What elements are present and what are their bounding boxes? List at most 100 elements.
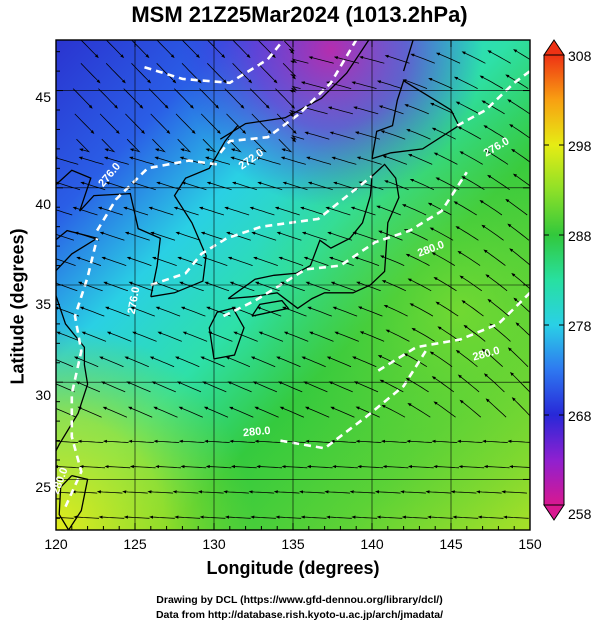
streamline xyxy=(401,204,427,216)
streamline xyxy=(150,113,171,135)
streamline xyxy=(77,406,102,418)
streamline xyxy=(429,227,454,241)
streamline xyxy=(513,49,530,61)
streamline xyxy=(80,63,101,84)
streamline xyxy=(303,381,328,393)
streamline xyxy=(79,306,105,317)
streamline xyxy=(385,329,410,342)
streamline xyxy=(409,303,434,317)
streamline xyxy=(436,29,458,39)
streamline xyxy=(226,231,251,241)
streamline xyxy=(132,331,157,342)
x-tick-label: 140 xyxy=(360,536,384,552)
footer-credit-data: Data from http://database.rish.kyoto-u.a… xyxy=(155,609,444,621)
streamline xyxy=(131,40,150,59)
streamline xyxy=(103,156,129,165)
streamline xyxy=(356,156,382,165)
streamline xyxy=(431,376,455,393)
streamline xyxy=(231,181,258,191)
streamline xyxy=(251,113,272,135)
streamline xyxy=(433,401,456,418)
streamline xyxy=(182,331,208,342)
streamline xyxy=(98,515,125,519)
streamline xyxy=(130,306,155,317)
streamline xyxy=(232,40,251,59)
streamline xyxy=(359,32,382,38)
streamline xyxy=(281,465,308,469)
streamline xyxy=(307,306,332,317)
streamline xyxy=(105,306,130,317)
y-tick-label: 45 xyxy=(35,89,51,105)
streamline xyxy=(257,181,283,191)
contour-276 xyxy=(150,175,373,287)
streamline xyxy=(329,131,355,140)
streamline xyxy=(334,331,359,342)
streamline xyxy=(227,256,253,266)
footer-credit-drawing: Drawing by DCL (https://www.gfd-dennou.o… xyxy=(156,594,443,606)
streamline xyxy=(511,397,530,417)
streamline xyxy=(252,381,278,393)
streamline xyxy=(256,306,282,317)
streamline xyxy=(329,256,354,266)
streamline xyxy=(301,231,327,241)
x-tick-label: 135 xyxy=(281,536,305,552)
streamline xyxy=(381,280,407,292)
streamline xyxy=(127,406,153,418)
streamline xyxy=(332,306,358,317)
streamline xyxy=(72,206,98,216)
streamline xyxy=(56,281,78,292)
streamline xyxy=(282,181,308,191)
y-axis-label: Latitude (degrees) xyxy=(7,228,28,385)
axis-ticks xyxy=(55,40,531,530)
streamline xyxy=(179,281,204,292)
x-tick-label: 125 xyxy=(123,536,147,552)
streamline xyxy=(230,156,256,165)
streamline xyxy=(381,404,406,418)
streamline xyxy=(278,138,293,153)
streamline xyxy=(406,439,433,443)
streamline xyxy=(487,26,509,38)
streamline xyxy=(515,322,530,337)
coastline xyxy=(402,40,414,72)
streamline xyxy=(376,515,403,519)
streamline xyxy=(181,40,200,59)
streamline xyxy=(304,406,330,418)
streamline xyxy=(173,88,194,109)
streamline xyxy=(408,465,434,469)
streamline xyxy=(485,274,508,292)
streamline xyxy=(507,347,529,367)
streamline xyxy=(123,206,149,216)
streamline xyxy=(282,63,297,80)
streamline xyxy=(56,233,75,241)
streamline xyxy=(290,58,309,64)
streamline xyxy=(202,138,217,153)
streamline xyxy=(151,381,176,393)
streamline xyxy=(124,356,149,368)
x-tick-label: 150 xyxy=(518,536,542,552)
streamline xyxy=(308,56,334,64)
streamline xyxy=(250,515,276,519)
streamline xyxy=(378,105,404,115)
streamline xyxy=(513,297,530,313)
streamline xyxy=(379,255,405,266)
streamline xyxy=(103,281,129,292)
coastline xyxy=(56,169,162,297)
y-tick-labels: 25 30 35 40 45 xyxy=(35,89,51,495)
streamline xyxy=(487,174,510,191)
streamline xyxy=(290,135,305,143)
streamline xyxy=(378,230,403,241)
streamline xyxy=(101,256,127,266)
streamline xyxy=(435,301,459,317)
streamline xyxy=(509,465,530,469)
streamline xyxy=(126,381,151,393)
streamline xyxy=(224,206,250,216)
streamline xyxy=(204,156,231,165)
streamline xyxy=(276,356,301,368)
streamline xyxy=(275,515,302,519)
streamline xyxy=(356,281,381,292)
streamline xyxy=(505,198,528,216)
streamline xyxy=(180,306,206,317)
streamline xyxy=(257,63,278,84)
streamline xyxy=(457,250,481,266)
y-tick-label: 25 xyxy=(35,479,51,495)
